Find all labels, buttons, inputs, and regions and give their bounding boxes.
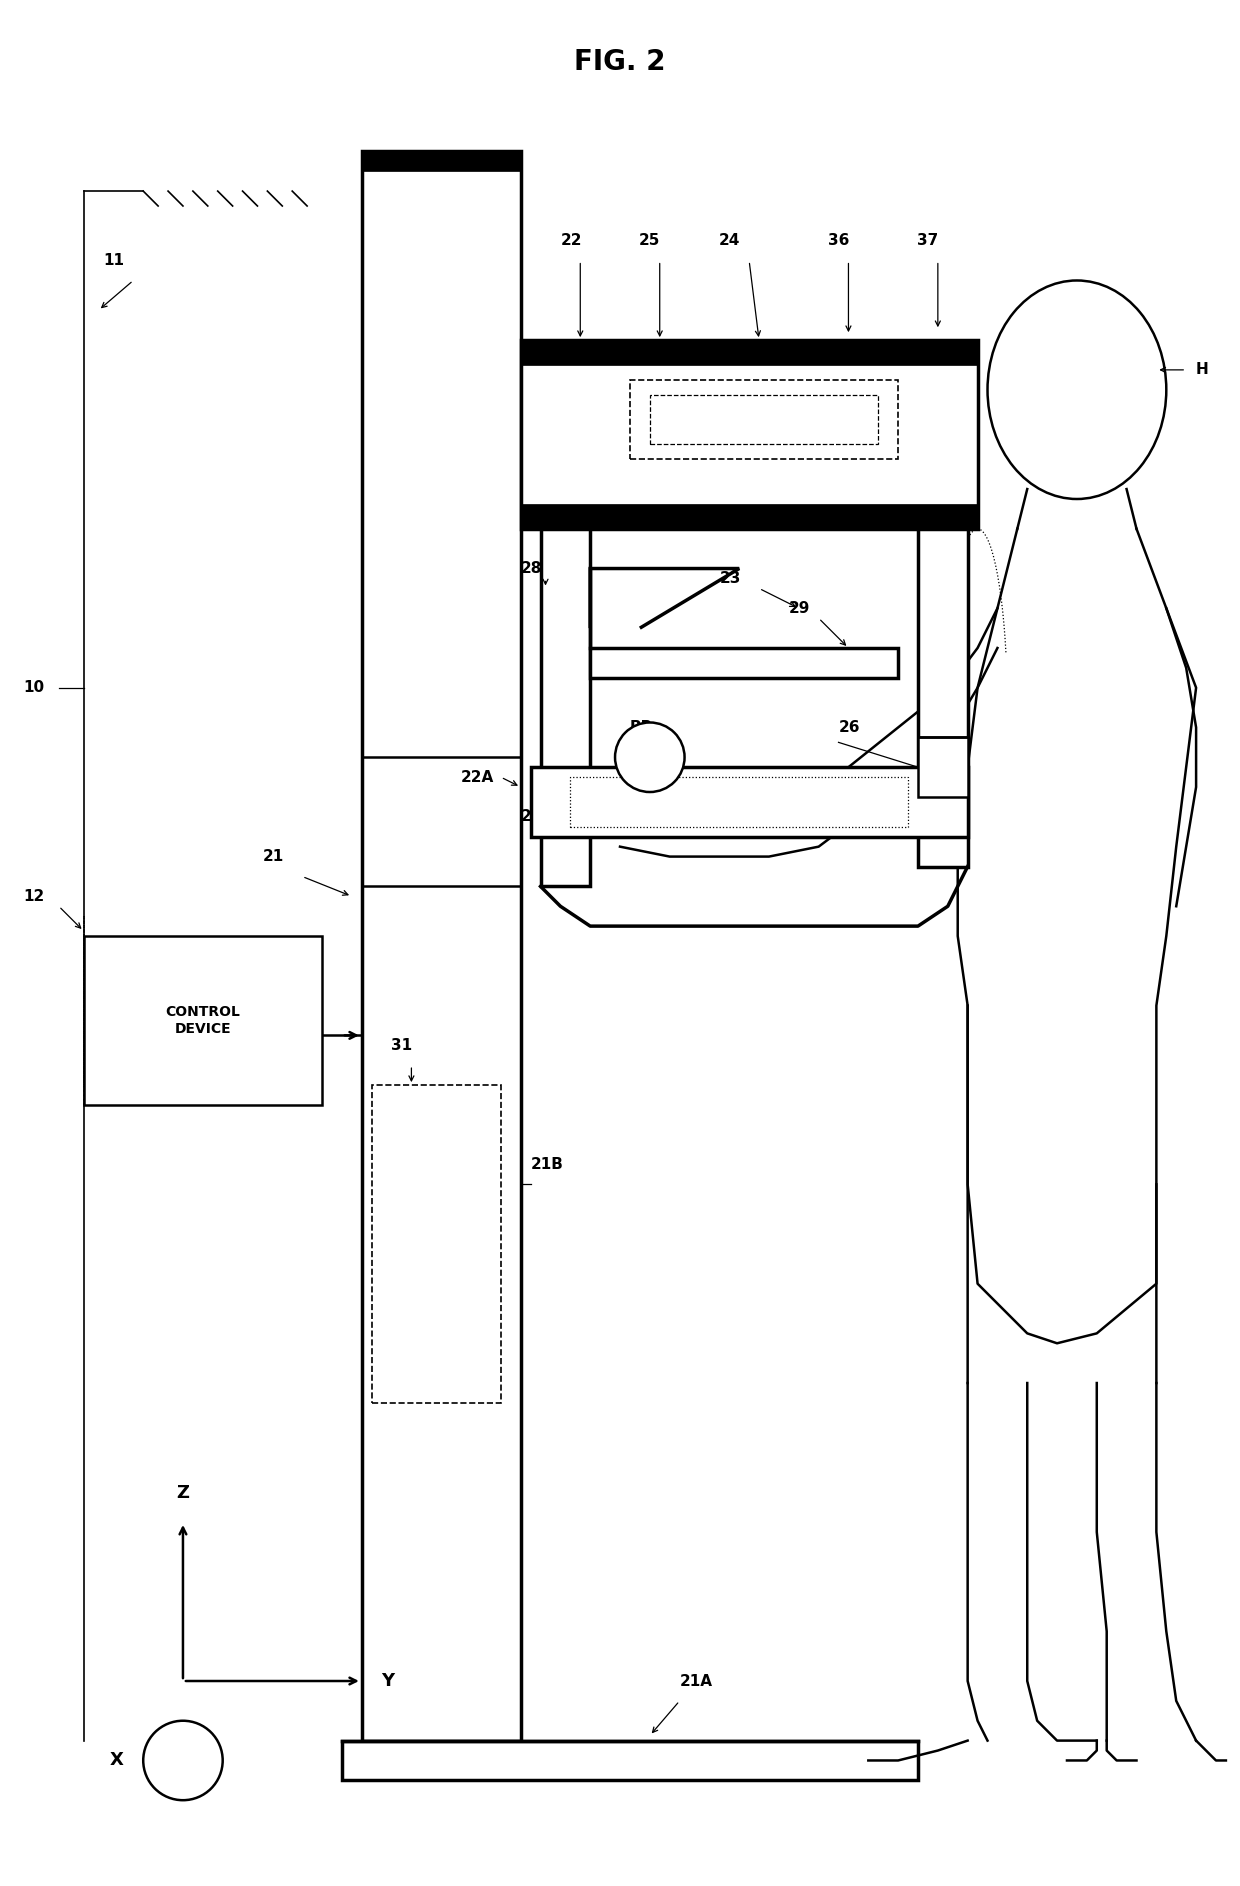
Text: Y: Y — [382, 1673, 394, 1690]
Text: 23: 23 — [719, 571, 740, 587]
Bar — [570, 777, 908, 826]
Text: 21A: 21A — [680, 1673, 713, 1688]
Bar — [362, 151, 521, 1741]
Text: 24: 24 — [718, 234, 740, 249]
Text: X: X — [109, 1752, 123, 1769]
Text: 22: 22 — [560, 234, 582, 249]
Bar — [521, 339, 977, 364]
Bar — [918, 528, 967, 866]
Text: 28: 28 — [521, 560, 542, 575]
Text: 10: 10 — [24, 681, 45, 696]
Bar — [362, 151, 521, 172]
Text: 31: 31 — [391, 1037, 412, 1052]
Text: 11: 11 — [103, 253, 124, 268]
Text: 26: 26 — [838, 720, 861, 736]
Text: 22A: 22A — [461, 769, 495, 785]
Bar — [372, 1084, 501, 1403]
Text: H: H — [1197, 362, 1209, 377]
Bar — [521, 504, 977, 528]
Text: 25: 25 — [639, 234, 661, 249]
Bar — [918, 737, 967, 798]
Bar — [590, 649, 898, 677]
Bar — [83, 935, 322, 1105]
Ellipse shape — [987, 281, 1167, 500]
Text: 21B: 21B — [531, 1156, 563, 1171]
Bar — [342, 1741, 918, 1780]
Bar — [630, 379, 898, 460]
Text: 12: 12 — [24, 888, 45, 903]
Text: 21: 21 — [263, 849, 284, 864]
Bar — [541, 528, 590, 886]
Text: CONTROL
DEVICE: CONTROL DEVICE — [165, 1005, 241, 1035]
Bar — [531, 768, 967, 837]
Text: BR: BR — [630, 720, 653, 736]
Bar — [650, 394, 878, 445]
Bar — [521, 339, 977, 528]
Text: 29: 29 — [789, 602, 810, 615]
Text: Z: Z — [176, 1484, 190, 1503]
Circle shape — [615, 722, 684, 792]
Text: 37: 37 — [918, 234, 939, 249]
Text: 27: 27 — [521, 809, 542, 824]
Text: 36: 36 — [828, 234, 849, 249]
Text: FIG. 2: FIG. 2 — [574, 47, 666, 75]
Circle shape — [144, 1720, 223, 1801]
